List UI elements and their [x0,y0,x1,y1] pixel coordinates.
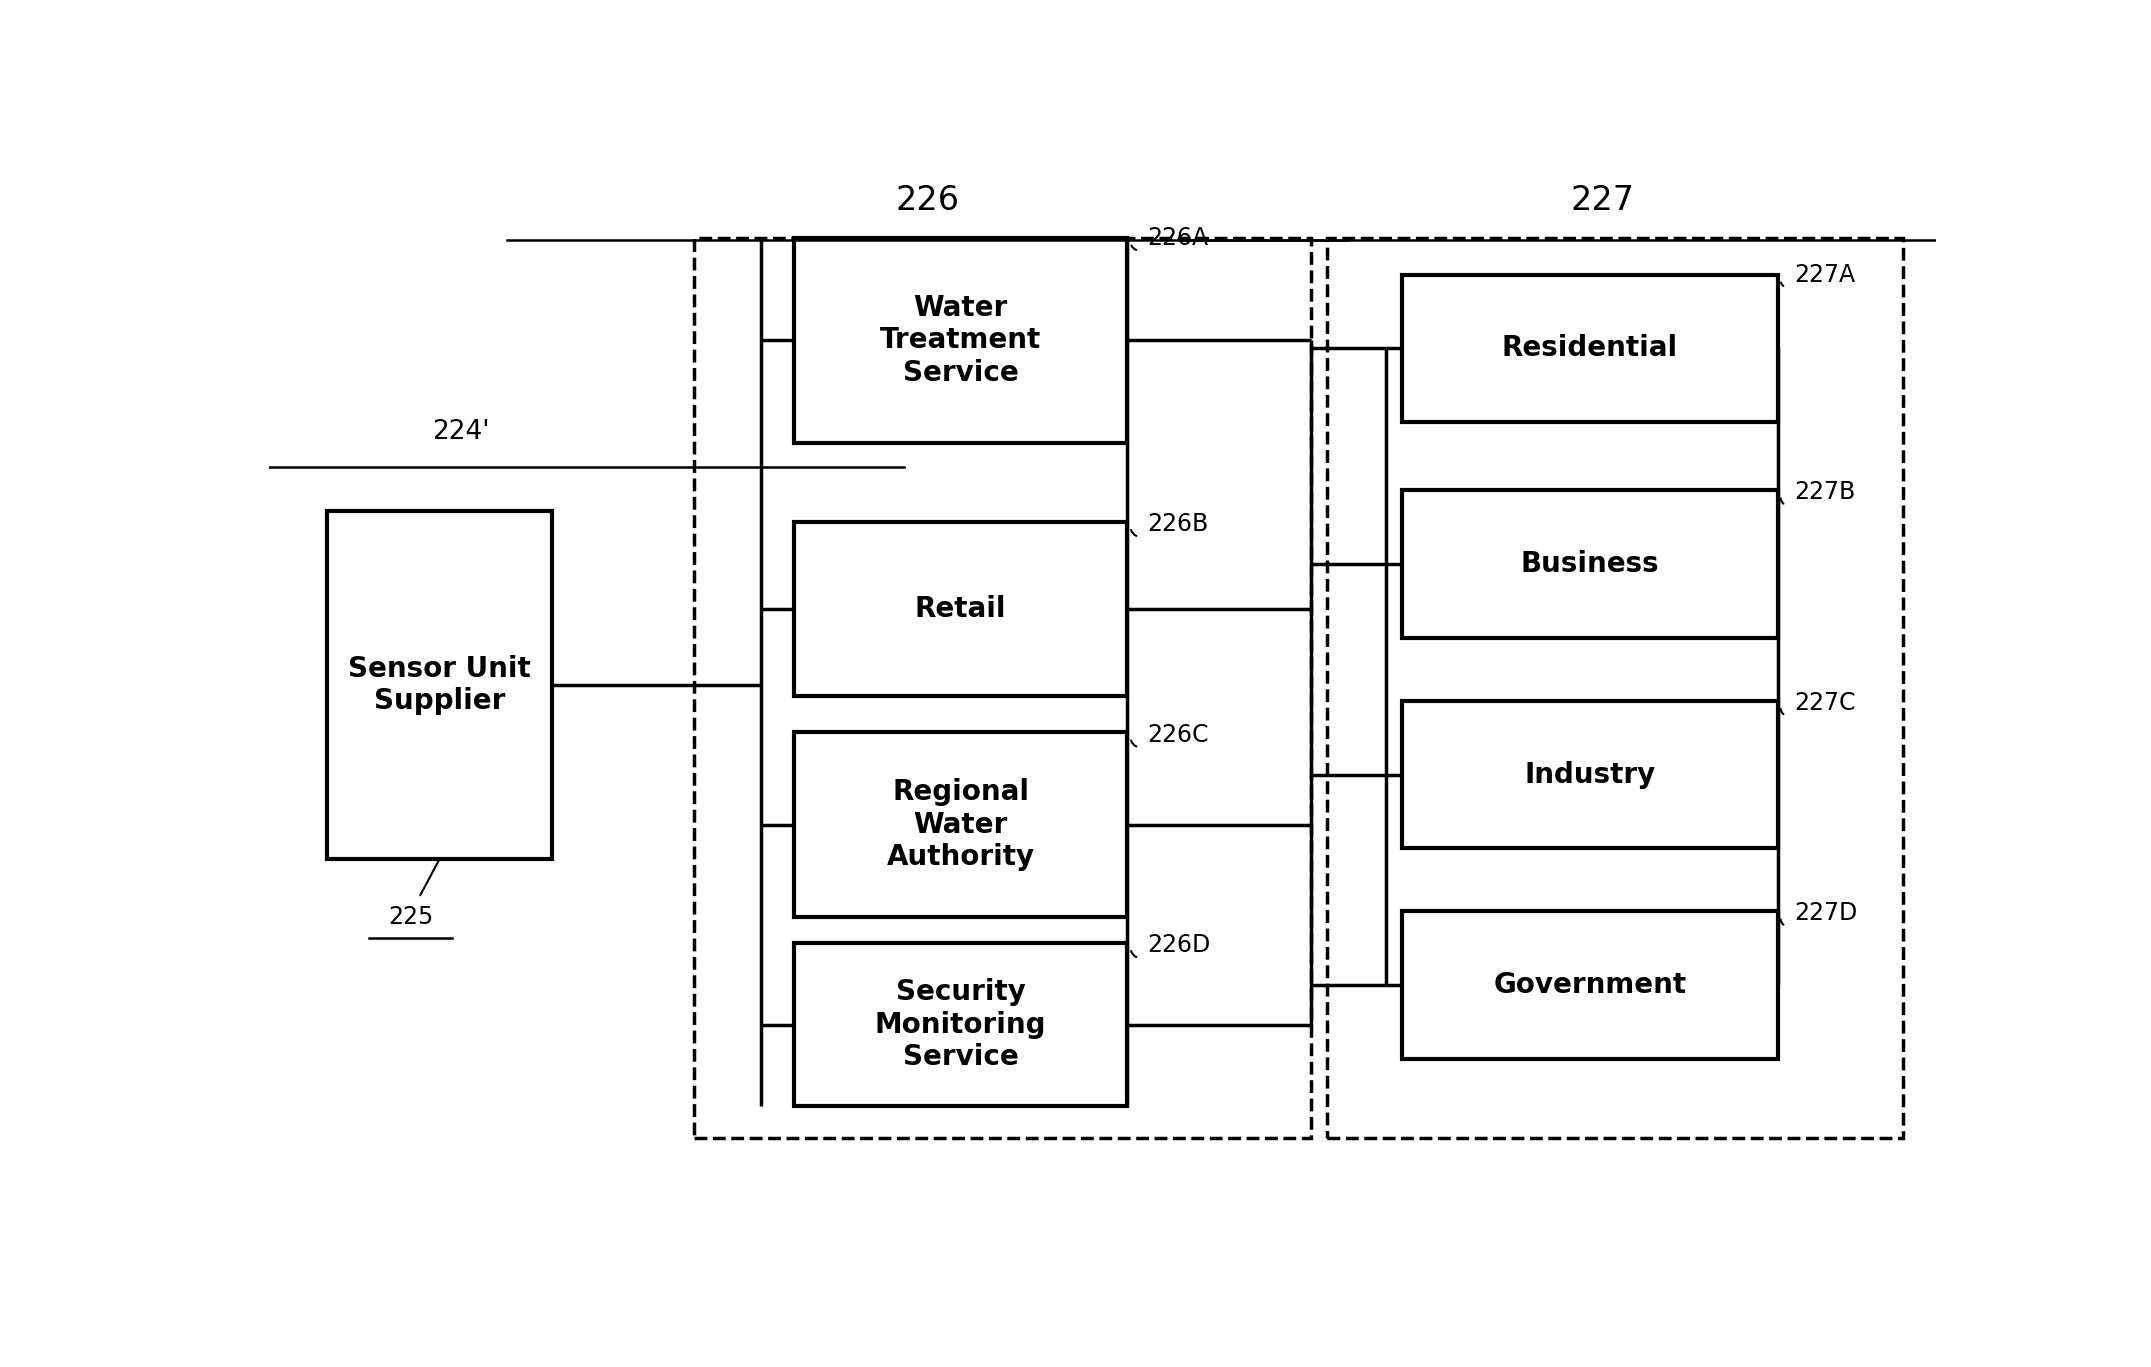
Text: Sensor Unit
Supplier: Sensor Unit Supplier [348,655,531,715]
Text: 227A: 227A [1794,262,1856,287]
Text: 226B: 226B [1146,513,1209,536]
Text: 227: 227 [1570,185,1635,217]
Bar [794,943,1127,1106]
Text: 227C: 227C [1794,690,1856,715]
Text: 227D: 227D [1794,901,1858,925]
Bar [1402,912,1777,1058]
Bar [1402,491,1777,637]
Text: Water
Treatment
Service: Water Treatment Service [880,294,1041,387]
Text: Business: Business [1521,550,1658,578]
Text: Industry: Industry [1525,760,1656,789]
Bar [1327,238,1901,1137]
Bar [794,522,1127,696]
Bar [695,238,1310,1137]
Bar [794,733,1127,917]
Text: 226A: 226A [1146,226,1209,250]
Bar [794,238,1127,443]
Bar [327,511,553,858]
Text: 226: 226 [895,185,959,217]
Text: Security
Monitoring
Service: Security Monitoring Service [875,979,1045,1070]
Text: Government: Government [1493,971,1686,999]
Text: Retail: Retail [914,595,1007,623]
Text: Regional
Water
Authority: Regional Water Authority [886,778,1035,871]
Text: Residential: Residential [1501,335,1678,362]
Text: 225: 225 [387,905,432,928]
Bar [1402,701,1777,848]
Text: 226C: 226C [1146,723,1209,746]
Text: 226D: 226D [1146,934,1211,957]
Bar [1402,275,1777,422]
Text: 227B: 227B [1794,480,1856,504]
Text: 224': 224' [432,420,488,446]
